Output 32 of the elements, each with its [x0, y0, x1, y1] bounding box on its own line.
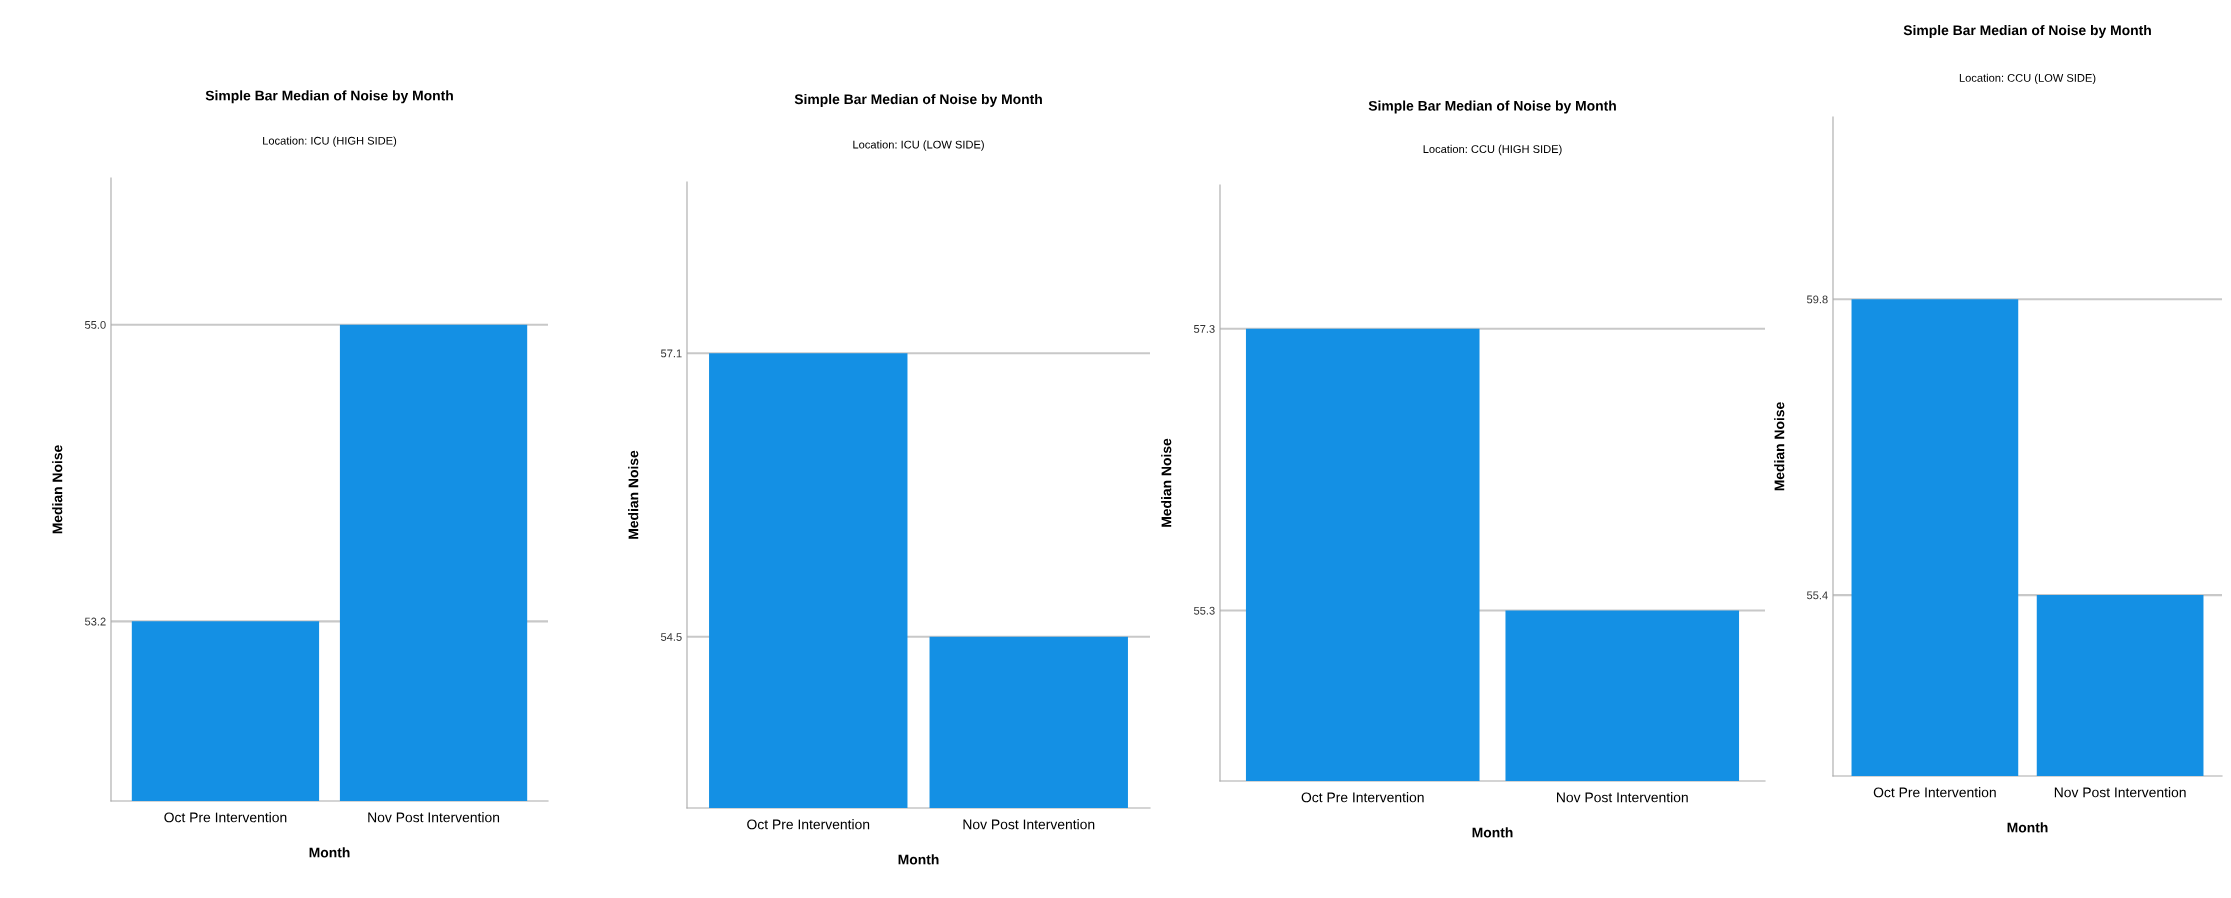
x-tick-label: Nov Post Intervention [1557, 792, 1688, 803]
x-tick-label: Nov Post Intervention [368, 812, 500, 823]
x-tick-label: Nov Post Intervention [963, 819, 1095, 830]
y-tick-label: 59.8 [1806, 295, 1828, 304]
y-tick-label: 55.3 [1193, 606, 1215, 615]
y-tick-label: 54.5 [660, 633, 682, 641]
chart-title: Simple Bar Median of Noise by Month [794, 93, 1042, 107]
chart-subtitle: Location: ICU (HIGH SIDE) [263, 136, 397, 147]
x-tick-label: Oct Pre Intervention [164, 812, 287, 823]
x-tick-label: Oct Pre Intervention [1301, 792, 1424, 803]
x-tick-label: Nov Post Intervention [2054, 787, 2186, 798]
chart-title: Simple Bar Median of Noise by Month [205, 90, 453, 104]
y-tick-label: 55.4 [1806, 591, 1828, 600]
x-axis-title: Month [2007, 822, 2048, 833]
x-axis-title: Month [309, 847, 350, 858]
chart-subtitle: Location: ICU (LOW SIDE) [853, 140, 984, 151]
chart-subtitle: Location: CCU (HIGH SIDE) [1423, 144, 1562, 156]
y-axis-title: Median Noise [1774, 402, 1785, 491]
chart-title: Simple Bar Median of Noise by Month [1368, 100, 1616, 114]
x-axis-title: Month [898, 854, 939, 865]
y-axis-title: Median Noise [628, 450, 639, 539]
x-axis-title: Month [1472, 827, 1513, 838]
y-axis-title: Median Noise [1161, 438, 1172, 527]
x-tick-label: Oct Pre Intervention [1873, 787, 1996, 798]
y-tick-label: 55.0 [84, 320, 106, 329]
chart-subtitle: Location: CCU (LOW SIDE) [1959, 73, 2096, 85]
y-axis-title: Median Noise [52, 445, 63, 534]
x-tick-label: Oct Pre Intervention [747, 819, 870, 830]
y-tick-label: 57.3 [1193, 324, 1215, 333]
y-tick-label: 53.2 [84, 617, 106, 626]
chart-title: Simple Bar Median of Noise by Month [1903, 24, 2151, 38]
y-tick-label: 57.1 [660, 349, 682, 358]
